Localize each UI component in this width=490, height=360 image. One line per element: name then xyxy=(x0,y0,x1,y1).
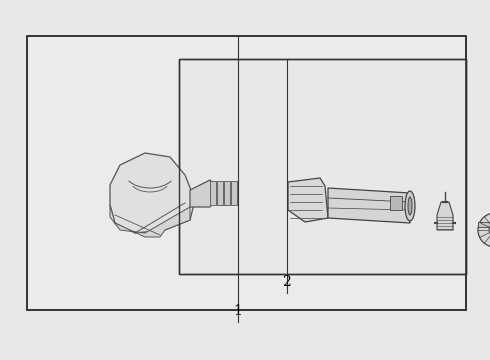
Text: 2: 2 xyxy=(282,275,291,289)
Polygon shape xyxy=(110,153,195,233)
Bar xyxy=(27,36,465,310)
Bar xyxy=(217,181,223,205)
Bar xyxy=(231,181,237,205)
Polygon shape xyxy=(328,188,410,223)
Polygon shape xyxy=(288,178,328,222)
Bar xyxy=(179,59,466,274)
Ellipse shape xyxy=(478,213,490,247)
Bar xyxy=(390,196,402,210)
Polygon shape xyxy=(478,222,490,227)
Bar xyxy=(179,59,466,274)
Polygon shape xyxy=(437,202,453,230)
Polygon shape xyxy=(190,180,215,207)
Text: 1: 1 xyxy=(233,304,242,318)
Ellipse shape xyxy=(489,224,490,236)
Bar xyxy=(210,181,216,205)
Ellipse shape xyxy=(405,191,415,221)
Ellipse shape xyxy=(408,197,412,215)
Bar xyxy=(224,181,230,205)
Bar xyxy=(27,36,465,310)
Polygon shape xyxy=(110,205,190,237)
